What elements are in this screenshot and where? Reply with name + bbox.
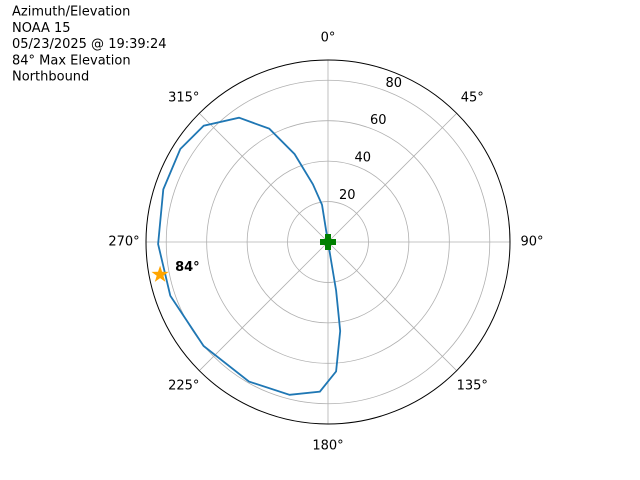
max-label: 84° — [175, 260, 200, 275]
theta-tick-label: 45° — [461, 90, 484, 105]
theta-tick-label: 225° — [168, 379, 199, 394]
title-line: NOAA 15 — [12, 21, 71, 36]
r-tick-label: 20 — [339, 188, 356, 203]
r-tick-label: 80 — [385, 76, 402, 91]
title-line: Azimuth/Elevation — [12, 5, 130, 20]
r-tick-label: 40 — [355, 151, 372, 166]
start-marker — [320, 234, 336, 250]
r-tick-label: 60 — [370, 113, 387, 128]
title-line: 84° Max Elevation — [12, 53, 131, 68]
grid-spoke — [327, 113, 457, 243]
theta-tick-label: 180° — [312, 439, 343, 454]
theta-tick-label: 135° — [457, 379, 488, 394]
pass-track — [157, 116, 342, 396]
grid-spoke — [327, 241, 457, 371]
theta-tick-label: 315° — [168, 90, 199, 105]
polar-frame — [145, 59, 511, 425]
theta-tick-label: 90° — [520, 235, 543, 250]
grid-spoke — [199, 113, 329, 243]
max-marker — [151, 265, 169, 282]
grid-spoke — [199, 241, 329, 371]
title-line: 05/23/2025 @ 19:39:24 — [12, 37, 167, 52]
theta-tick-label: 270° — [108, 235, 139, 250]
title-line: Northbound — [12, 70, 89, 85]
theta-tick-label: 0° — [321, 31, 336, 46]
